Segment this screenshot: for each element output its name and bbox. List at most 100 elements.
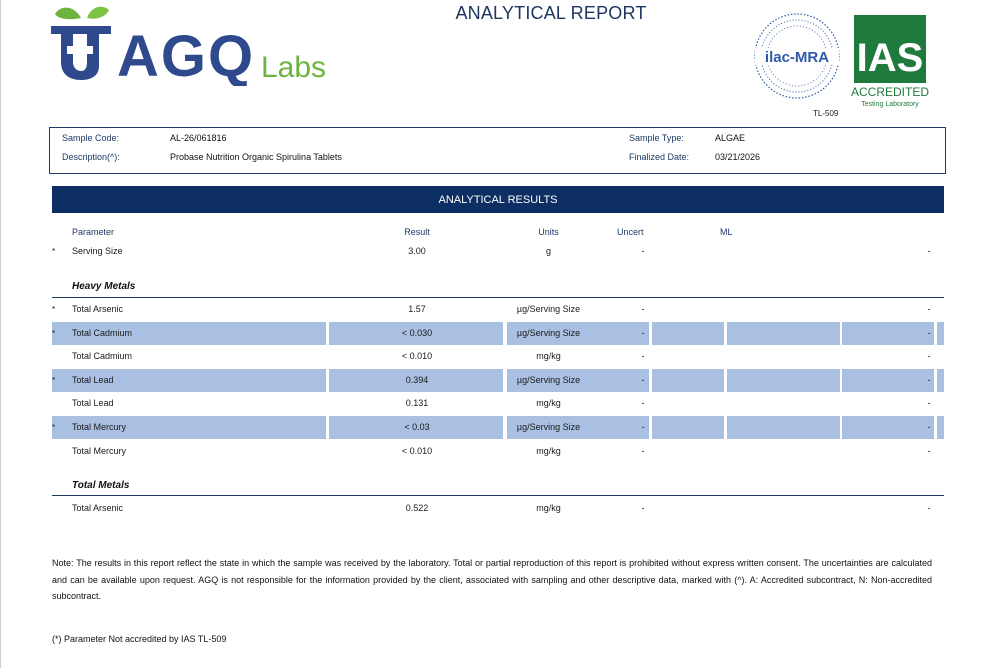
result-cell: 0.131	[405, 398, 429, 409]
param-cell: Total Arsenic	[72, 503, 124, 513]
row-highlight	[937, 321, 944, 345]
analytical-results-band: ANALYTICAL RESULTS	[52, 186, 944, 213]
row-highlight	[937, 368, 944, 392]
ml-cell: -	[927, 503, 931, 513]
row-highlight	[329, 368, 503, 392]
row-highlight	[842, 321, 934, 345]
param-cell: Total Lead	[72, 374, 114, 385]
table-row: Total Mercury < 0.010 mg/kg - -	[52, 440, 944, 463]
serving-size-row: * Serving Size 3.00 g - -	[52, 240, 944, 263]
finalized-date-value: 03/21/2026	[715, 152, 761, 162]
column-header-units: Units	[538, 227, 559, 237]
row-highlight	[937, 416, 944, 439]
row-highlight	[652, 416, 724, 439]
row-highlight	[329, 321, 503, 345]
result-cell: 1.57	[408, 304, 426, 314]
units-cell: µg/Serving Size	[516, 304, 581, 314]
brand-sub-text: Labs	[261, 51, 326, 84]
not-accredited-marker: *	[52, 423, 56, 432]
column-header-ml: ML	[720, 227, 733, 237]
row-highlight	[52, 368, 326, 392]
not-accredited-marker: *	[52, 375, 56, 385]
row-highlight	[329, 416, 503, 439]
column-header-parameter: Parameter	[72, 227, 115, 237]
result-cell: 0.394	[405, 374, 429, 385]
units-cell: g	[545, 246, 551, 256]
report-title: ANALYTICAL REPORT	[455, 3, 647, 23]
table-row: * Total Mercury < 0.03 µg/Serving Size - -	[52, 416, 944, 439]
param-cell: Total Lead	[72, 398, 114, 409]
table-row: Total Lead 0.131 mg/kg - -	[52, 392, 944, 415]
result-cell: < 0.03	[404, 422, 430, 432]
agq-labs-logo: AGQ Labs	[51, 6, 326, 86]
result-cell: < 0.010	[401, 351, 433, 362]
row-highlight	[652, 368, 724, 392]
uncert-cell: -	[641, 398, 645, 409]
units-cell: mg/kg	[536, 445, 561, 456]
result-cell: 3.00	[408, 246, 426, 256]
not-accredited-marker: *	[52, 328, 56, 338]
row-highlight	[52, 321, 326, 345]
ias-accredited-badge: IAS ACCREDITED Testing Laboratory	[851, 15, 929, 108]
accreditation-footnote: (*) Parameter Not accredited by IAS TL-5…	[52, 634, 227, 644]
not-accredited-marker	[52, 345, 60, 368]
ml-cell: -	[927, 422, 931, 432]
not-accredited-marker: *	[52, 247, 56, 256]
param-cell: Total Arsenic	[72, 304, 124, 314]
ilac-code: TL-509	[813, 109, 839, 118]
section-divider	[52, 297, 944, 298]
row-highlight	[52, 416, 326, 439]
brand-main-text: AGQ	[117, 24, 255, 86]
finalized-date-label: Finalized Date:	[629, 152, 690, 162]
not-accredited-marker	[52, 440, 60, 463]
param-cell: Total Mercury	[72, 422, 127, 432]
ml-cell: -	[927, 351, 931, 362]
ilac-mra-text: ilac-MRA	[765, 49, 829, 66]
ml-cell: -	[927, 445, 931, 456]
row-highlight	[842, 416, 934, 439]
description-label: Description(^):	[62, 152, 120, 162]
table-row: * Total Cadmium < 0.030 µg/Serving Size - -	[52, 321, 944, 345]
units-cell: mg/kg	[536, 503, 561, 513]
ml-cell: -	[927, 374, 931, 385]
leaf-left-icon	[55, 7, 81, 20]
param-cell: Total Cadmium	[72, 351, 133, 362]
ias-sub-text: Testing Laboratory	[861, 101, 919, 108]
row-highlight	[727, 416, 840, 439]
table-row: Total Cadmium < 0.010 mg/kg - -	[52, 345, 944, 368]
not-accredited-marker	[52, 392, 60, 415]
result-cell: < 0.010	[401, 445, 433, 456]
row-highlight	[727, 368, 840, 392]
row-highlight	[507, 321, 649, 345]
disclaimer-note: Note: The results in this report reflect…	[52, 558, 932, 602]
not-accredited-marker	[52, 497, 60, 520]
sample-code-value: AL-26/061816	[170, 133, 227, 143]
ias-accredited-text: ACCREDITED	[851, 85, 929, 99]
uncert-cell: -	[641, 304, 645, 314]
uncert-cell: -	[641, 327, 645, 338]
units-cell: mg/kg	[536, 398, 561, 409]
param-cell: Total Mercury	[72, 445, 127, 456]
uncert-cell: -	[641, 246, 645, 256]
section-title-total-metals: Total Metals	[72, 480, 130, 491]
param-cell: Total Cadmium	[72, 327, 133, 338]
section-title-heavy-metals: Heavy Metals	[72, 281, 136, 292]
result-cell: 0.522	[405, 503, 429, 513]
row-highlight	[652, 321, 724, 345]
row-highlight	[507, 368, 649, 392]
row-highlight	[842, 368, 934, 392]
table-row: * Total Lead 0.394 µg/Serving Size - -	[52, 368, 944, 392]
sample-type-value: ALGAE	[715, 133, 746, 143]
uncert-cell: -	[641, 422, 645, 432]
section-divider	[52, 495, 944, 496]
result-cell: < 0.030	[401, 327, 433, 338]
sample-info-box: Sample Code: AL-26/061816 Description(^)…	[49, 127, 946, 174]
leaf-right-icon	[87, 6, 109, 19]
uncert-cell: -	[641, 445, 645, 456]
uncert-cell: -	[641, 374, 645, 385]
column-header-result: Result	[404, 227, 430, 237]
units-cell: mg/kg	[536, 351, 561, 362]
description-value: Probase Nutrition Organic Spirulina Tabl…	[170, 152, 342, 162]
sample-code-label: Sample Code:	[62, 133, 120, 143]
